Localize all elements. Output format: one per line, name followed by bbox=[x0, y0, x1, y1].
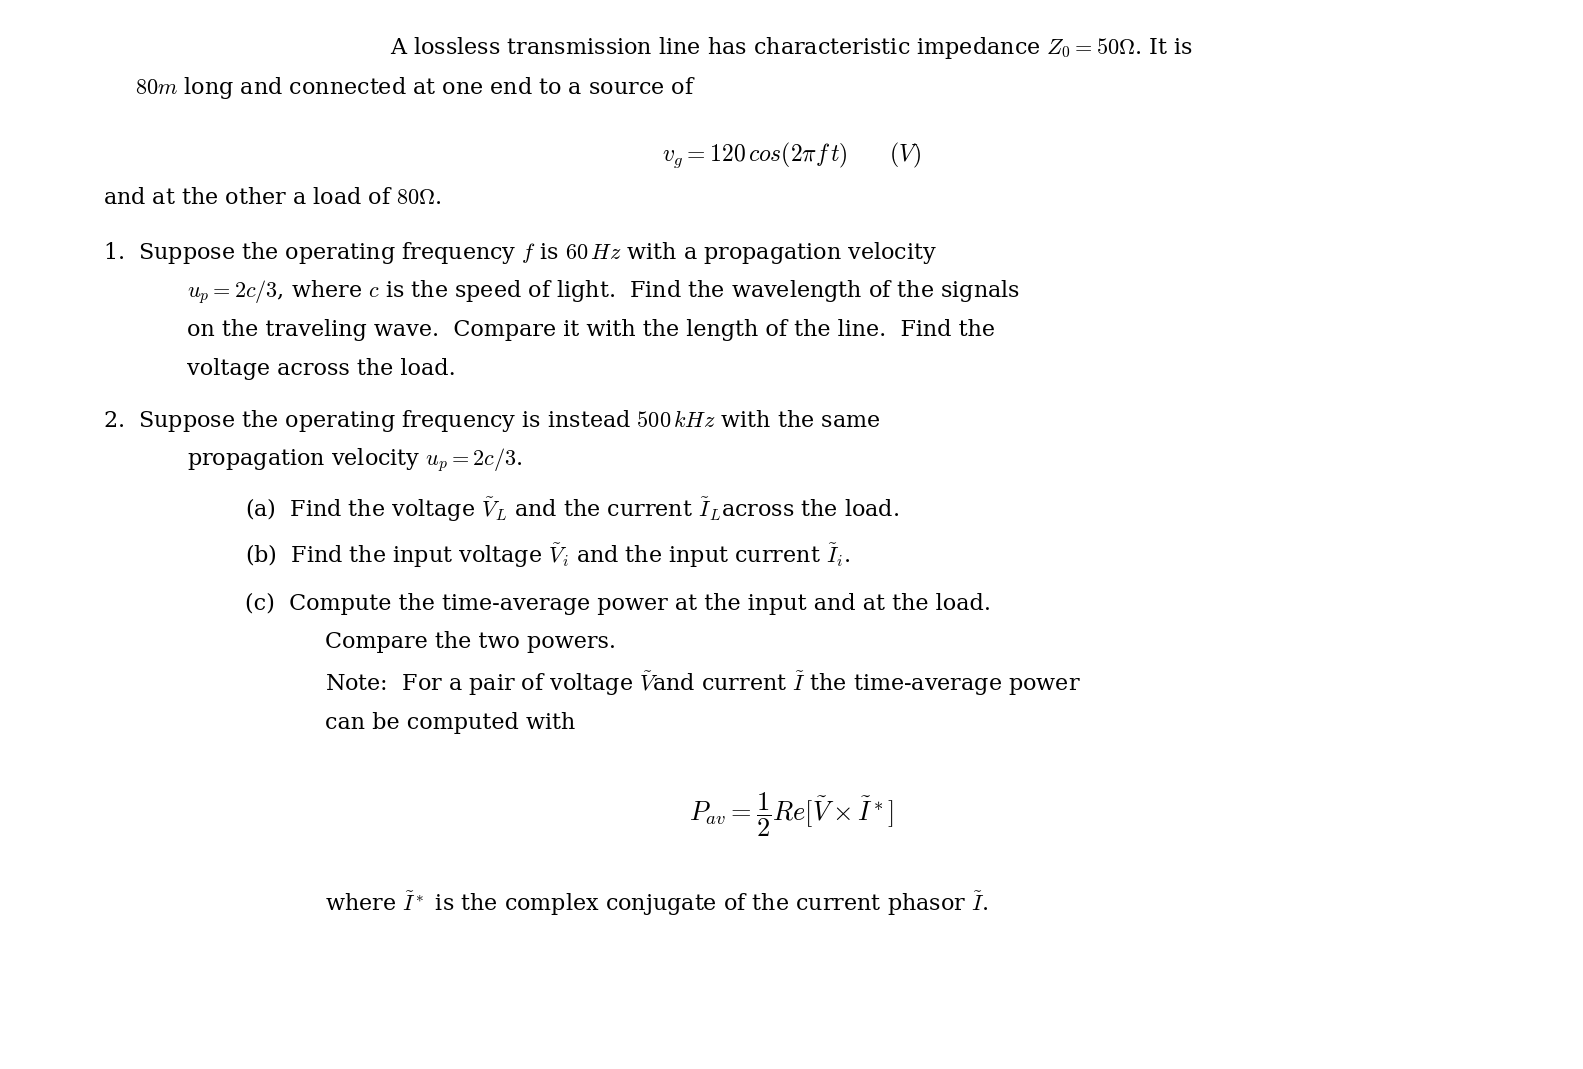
Text: voltage across the load.: voltage across the load. bbox=[187, 358, 456, 379]
Text: A lossless transmission line has characteristic impedance $Z_0 = 50\Omega$. It i: A lossless transmission line has charact… bbox=[389, 35, 1194, 61]
Text: propagation velocity $u_p = 2c/3$.: propagation velocity $u_p = 2c/3$. bbox=[187, 446, 522, 474]
Text: (b)  Find the input voltage $\tilde{V}_i$ and the input current $\tilde{I}_i$.: (b) Find the input voltage $\tilde{V}_i$… bbox=[245, 542, 852, 570]
Text: $P_{av} = \dfrac{1}{2}Re[\tilde{V} \times \tilde{I}^*]$: $P_{av} = \dfrac{1}{2}Re[\tilde{V} \time… bbox=[689, 790, 894, 839]
Text: $v_g = 120\,cos(2\pi f\,t) \qquad (V)$: $v_g = 120\,cos(2\pi f\,t) \qquad (V)$ bbox=[662, 140, 921, 170]
Text: (a)  Find the voltage $\tilde{V}_L$ and the current $\tilde{I}_L$across the load: (a) Find the voltage $\tilde{V}_L$ and t… bbox=[245, 496, 899, 524]
Text: can be computed with: can be computed with bbox=[325, 712, 575, 733]
Text: 1.  Suppose the operating frequency $f$ is $60\,Hz$ with a propagation velocity: 1. Suppose the operating frequency $f$ i… bbox=[103, 241, 937, 266]
Text: Compare the two powers.: Compare the two powers. bbox=[325, 632, 616, 653]
Text: (c)  Compute the time-average power at the input and at the load.: (c) Compute the time-average power at th… bbox=[245, 593, 991, 615]
Text: where $\tilde{I}^*$ is the complex conjugate of the current phasor $\tilde{I}$.: where $\tilde{I}^*$ is the complex conju… bbox=[325, 889, 988, 917]
Text: on the traveling wave.  Compare it with the length of the line.  Find the: on the traveling wave. Compare it with t… bbox=[187, 320, 994, 341]
Text: 2.  Suppose the operating frequency is instead $500\,kHz$ with the same: 2. Suppose the operating frequency is in… bbox=[103, 408, 880, 434]
Text: $u_p = 2c/3$, where $c$ is the speed of light.  Find the wavelength of the signa: $u_p = 2c/3$, where $c$ is the speed of … bbox=[187, 278, 1019, 306]
Text: $80m$ long and connected at one end to a source of: $80m$ long and connected at one end to a… bbox=[135, 75, 695, 100]
Text: and at the other a load of $80\Omega$.: and at the other a load of $80\Omega$. bbox=[103, 187, 442, 208]
Text: Note:  For a pair of voltage $\tilde{V}$and current $\tilde{I}$ the time-average: Note: For a pair of voltage $\tilde{V}$a… bbox=[325, 670, 1080, 698]
